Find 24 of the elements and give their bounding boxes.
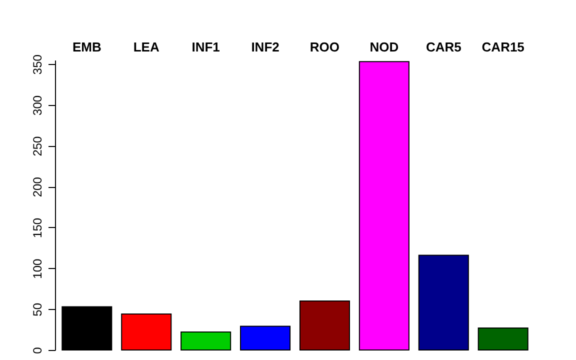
x-tick-label: CAR15 [482,40,524,54]
y-tick-label: 50 [30,302,44,316]
bar [62,306,112,350]
x-tick-label: EMB [72,40,102,54]
bar [240,326,291,350]
y-tick-label: 0 [30,346,44,354]
y-tick-label: 200 [30,176,44,198]
bar [180,332,232,350]
y-tick-label: 250 [30,136,44,156]
x-tick-label: NOD [370,40,399,54]
bar [418,254,469,350]
bar [478,327,528,350]
y-tick-label: 150 [30,218,44,238]
x-tick-label: CAR5 [426,40,462,54]
bar [121,314,172,350]
x-tick-label: ROO [310,40,340,54]
x-tick-label: INF2 [251,40,280,54]
bar [299,300,350,350]
y-tick-label: 100 [30,258,44,279]
x-tick-label: INF1 [192,40,220,54]
bar [358,61,410,350]
y-tick-label: 300 [30,95,44,116]
x-tick-label: LEA [133,40,160,54]
y-tick-label: 350 [30,54,44,75]
